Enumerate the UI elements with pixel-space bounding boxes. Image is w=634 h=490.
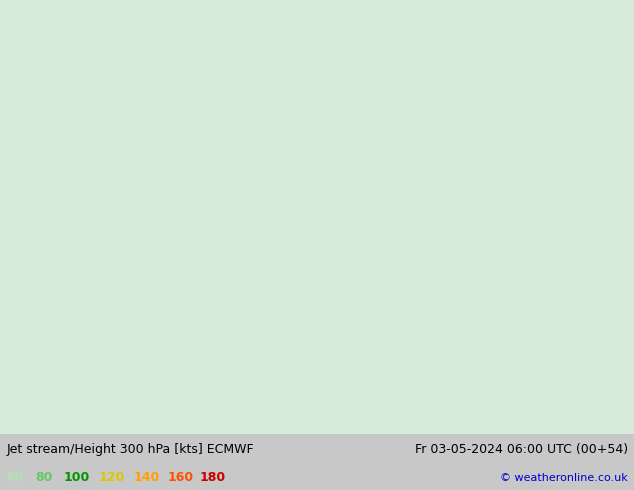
Text: 160: 160 bbox=[168, 471, 194, 484]
Text: 80: 80 bbox=[35, 471, 52, 484]
Text: 140: 140 bbox=[133, 471, 159, 484]
Text: 180: 180 bbox=[200, 471, 226, 484]
Text: 120: 120 bbox=[98, 471, 124, 484]
Text: 100: 100 bbox=[63, 471, 89, 484]
Text: Jet stream/Height 300 hPa [kts] ECMWF: Jet stream/Height 300 hPa [kts] ECMWF bbox=[6, 443, 254, 456]
Text: Fr 03-05-2024 06:00 UTC (00+54): Fr 03-05-2024 06:00 UTC (00+54) bbox=[415, 443, 628, 456]
Text: 60: 60 bbox=[6, 471, 23, 484]
Text: © weatheronline.co.uk: © weatheronline.co.uk bbox=[500, 472, 628, 483]
